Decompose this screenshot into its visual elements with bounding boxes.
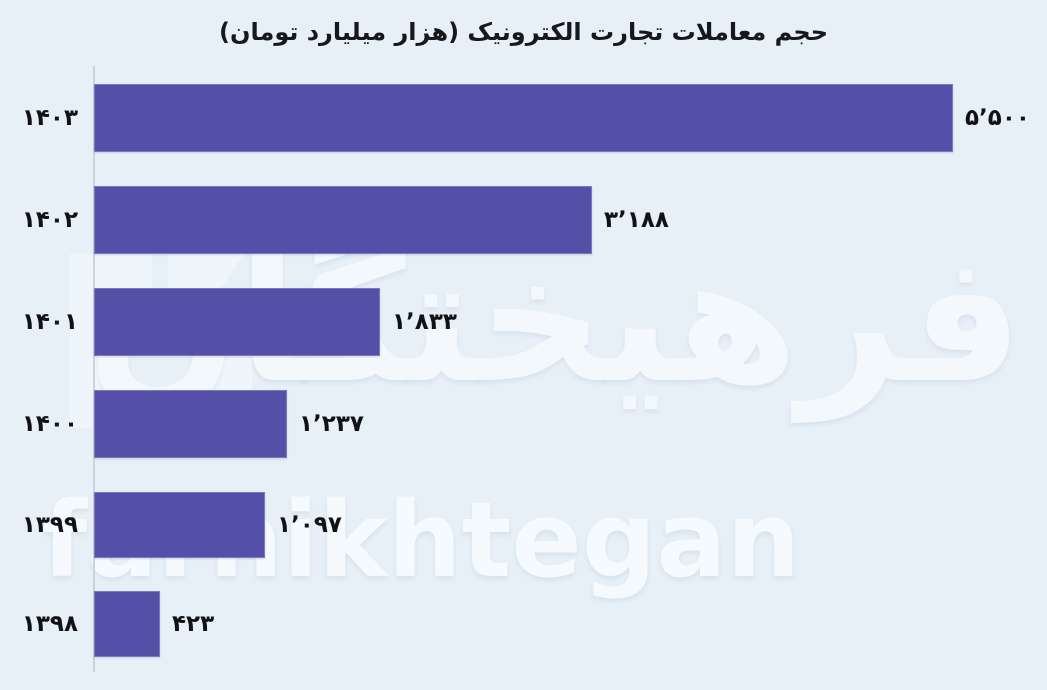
y-axis-line — [93, 66, 95, 672]
bar-value-label: ۱٬۸۳۳ — [392, 309, 457, 335]
bar-row: ۱۴۰۰ ۱٬۲۳۷ — [0, 390, 1047, 458]
bar-value-label: ۱٬۲۳۷ — [299, 411, 364, 437]
bar-value-label: ۴۲۳ — [172, 611, 215, 637]
bar — [94, 84, 953, 152]
category-label: ۱۴۰۱ — [21, 309, 78, 335]
bar — [94, 390, 287, 458]
bar-value-label: ۱٬۰۹۷ — [277, 512, 342, 538]
category-label: ۱۴۰۲ — [21, 207, 78, 233]
bar — [94, 492, 265, 558]
category-label: ۱۴۰۳ — [21, 105, 78, 131]
bar — [94, 186, 592, 254]
category-label: ۱۳۹۹ — [21, 512, 78, 538]
category-label: ۱۴۰۰ — [21, 411, 78, 437]
bar — [94, 591, 160, 657]
category-label: ۱۳۹۸ — [21, 611, 78, 637]
bar-row: ۱۳۹۸ ۴۲۳ — [0, 591, 1047, 657]
bar-row: ۱۴۰۲ ۳٬۱۸۸ — [0, 186, 1047, 254]
bar-row: ۱۴۰۳ ۵٬۵۰۰ — [0, 84, 1047, 152]
chart-title: حجم معاملات تجارت الکترونیک (هزار میلیار… — [219, 18, 828, 46]
bar-value-label: ۳٬۱۸۸ — [604, 207, 669, 233]
bar-row: ۱۴۰۱ ۱٬۸۳۳ — [0, 288, 1047, 356]
bar — [94, 288, 380, 356]
bar-value-label: ۵٬۵۰۰ — [965, 105, 1030, 131]
bar-row: ۱۳۹۹ ۱٬۰۹۷ — [0, 492, 1047, 558]
